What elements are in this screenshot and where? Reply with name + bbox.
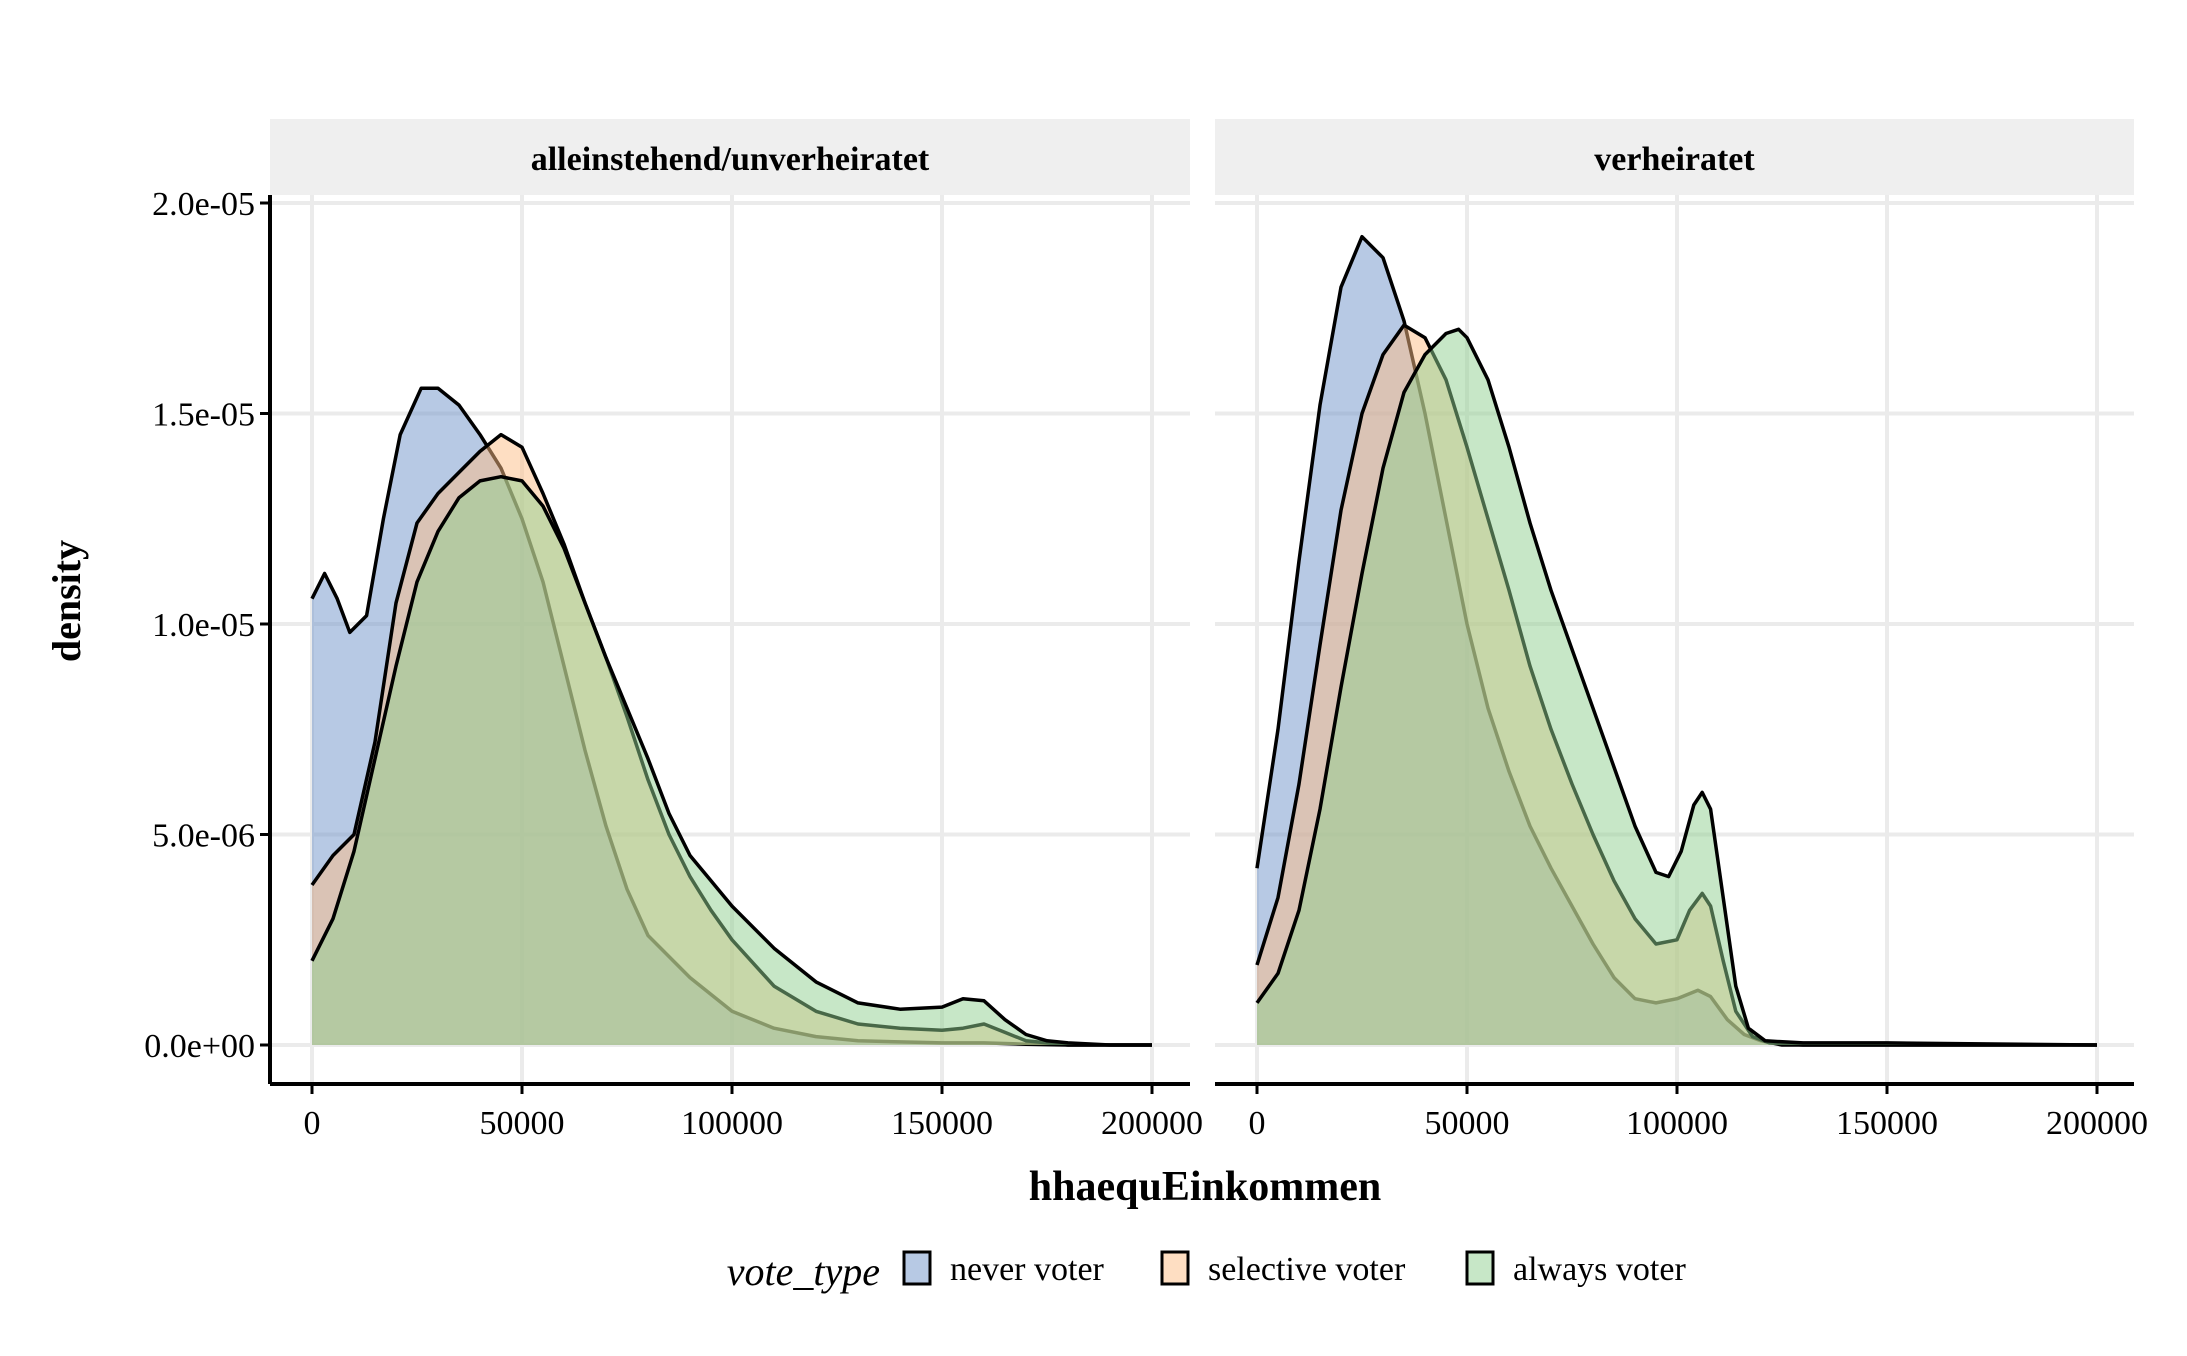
- x-tick-label: 50000: [480, 1105, 565, 1142]
- x-tick-label: 50000: [1425, 1105, 1510, 1142]
- legend-label: never voter: [950, 1251, 1105, 1288]
- legend-label: selective voter: [1208, 1251, 1406, 1288]
- x-tick-label: 0: [304, 1105, 321, 1142]
- y-tick-label: 1.0e-05: [152, 607, 255, 644]
- y-axis-label: density: [44, 540, 89, 662]
- density-area: [1257, 329, 2097, 1045]
- facet-panel: verheiratet 0 50000 100000 150000 200000: [1215, 119, 2148, 1142]
- legend-key: [902, 1250, 932, 1286]
- legend-label: always voter: [1513, 1251, 1686, 1288]
- legend-title: vote_type: [727, 1249, 880, 1294]
- legend-key: [1160, 1250, 1190, 1286]
- x-tick-label: 150000: [891, 1105, 993, 1142]
- x-axis-label: hhaequEinkommen: [1029, 1164, 1381, 1210]
- x-tick-label: 200000: [2046, 1105, 2148, 1142]
- legend-key: [1465, 1250, 1495, 1286]
- y-tick-label: 2.0e-05: [152, 186, 255, 223]
- legend: vote_type never voter selective voter alwa…: [727, 1249, 1687, 1294]
- x-tick-label: 150000: [1836, 1105, 1938, 1142]
- y-tick-label: 1.5e-05: [152, 397, 255, 434]
- y-tick-label: 0.0e+00: [144, 1028, 255, 1065]
- facet-strip-label: alleinstehend/unverheiratet: [531, 141, 930, 178]
- x-tick-label: 100000: [681, 1105, 783, 1142]
- panels-layer: alleinstehend/unverheiratet 0.0e+00 5.0e-0…: [144, 119, 2148, 1142]
- density-line: [1255, 327, 2098, 1047]
- facet-strip: [1215, 119, 2134, 195]
- x-tick-label: 200000: [1101, 1105, 1203, 1142]
- density-area: [312, 476, 1152, 1045]
- x-tick-label: 0: [1249, 1105, 1266, 1142]
- facet-panel: alleinstehend/unverheiratet 0.0e+00 5.0e-0…: [144, 119, 1203, 1142]
- density-line: [310, 474, 1152, 1047]
- facet-strip-label: verheiratet: [1594, 141, 1755, 178]
- x-tick-label: 100000: [1626, 1105, 1728, 1142]
- y-tick-label: 5.0e-06: [152, 818, 255, 855]
- facet-strip: [270, 119, 1190, 195]
